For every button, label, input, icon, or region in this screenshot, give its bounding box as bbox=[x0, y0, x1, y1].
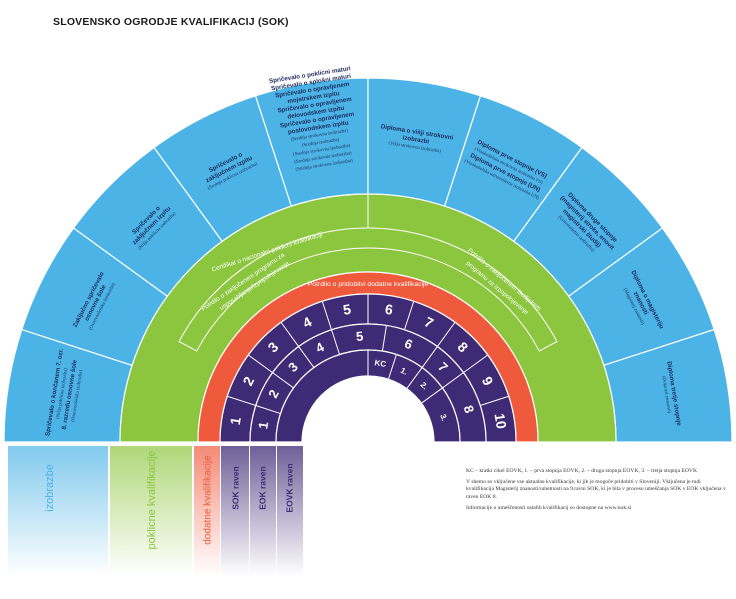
education-label-1: Spričevalo o končanem 7. ozr.(Nižja pokl… bbox=[44, 348, 84, 437]
sok-level-6: 6 bbox=[384, 301, 394, 318]
sok-divider bbox=[321, 301, 333, 330]
legend-label-dodatne: dodatne kvalifikacije bbox=[203, 455, 214, 545]
eok-divider bbox=[255, 405, 281, 415]
eovk-divider bbox=[406, 367, 423, 389]
education-subtitle: (Srednja izobrazba) bbox=[302, 138, 340, 149]
eok-divider bbox=[442, 372, 464, 389]
legend-label-poklicne: poklicne kvalifikacije bbox=[146, 450, 158, 549]
eovk-level-3: 2. bbox=[419, 380, 430, 391]
eok-divider bbox=[272, 372, 294, 389]
sok-divider bbox=[280, 321, 300, 347]
eok-level-5: 5 bbox=[355, 329, 363, 345]
legend-label-izobrazbe: izobrazbe bbox=[44, 464, 56, 512]
note-website: Informacije o umeščenosti ostalih kvalif… bbox=[466, 504, 632, 511]
eok-divider bbox=[421, 346, 438, 368]
note-eovk-legend: KC – kratki cikel EOVK, 1. – prva stopnj… bbox=[466, 468, 698, 474]
note-scope: V shemo so vključene vse aktualne kvalif… bbox=[466, 479, 726, 500]
footnotes: KC – kratki cikel EOVK, 1. – prva stopnj… bbox=[466, 468, 728, 516]
eok-divider bbox=[331, 329, 341, 355]
eovk-level-4: 3. bbox=[438, 413, 449, 422]
page-title: SLOVENSKO OGRODJE KVALIFIKACIJ (SOK) bbox=[53, 16, 289, 28]
legend-fade-sok bbox=[221, 446, 249, 576]
education-title: izobrazbi bbox=[402, 134, 430, 145]
eovk-divider bbox=[387, 354, 397, 380]
legend-fade-poklicne bbox=[110, 446, 192, 576]
eok-divider bbox=[298, 346, 315, 368]
sok-level-1: 1 bbox=[227, 416, 244, 426]
sok-level-10: 10 bbox=[492, 412, 510, 430]
eok-level-1: 1 bbox=[255, 421, 271, 430]
sok-divider bbox=[227, 395, 256, 407]
baseline-gap bbox=[0, 442, 736, 446]
sok-divider bbox=[247, 354, 273, 374]
legend-fade-izobrazbe bbox=[8, 446, 108, 576]
legend-label-sok: SOK raven bbox=[230, 466, 240, 509]
sok-divider bbox=[463, 354, 489, 374]
additional-qualification-label: Potrdilo o pridobitvi dodatne kvalifikac… bbox=[308, 281, 429, 288]
legend-label-eok: EOK raven bbox=[257, 466, 267, 509]
legend-fade-dodatne bbox=[194, 446, 220, 576]
eok-level-8: 8 bbox=[461, 403, 478, 415]
vocational-inner-band bbox=[178, 227, 558, 352]
eovk-level-1: KC bbox=[374, 358, 387, 369]
eok-divider bbox=[381, 325, 387, 352]
eovk-divider bbox=[421, 387, 443, 404]
eovk-ring bbox=[275, 349, 461, 443]
sok-divider bbox=[403, 301, 415, 330]
eovk-level-2: 1. bbox=[399, 366, 409, 377]
sok-divider bbox=[480, 395, 509, 407]
education-subtitle: (Doktorat znanosti) bbox=[660, 376, 671, 414]
legend-label-eovk: EOVK raven bbox=[284, 463, 294, 512]
sok-level-5: 5 bbox=[342, 301, 352, 318]
legend-fade-eovk bbox=[277, 446, 303, 576]
sok-divider bbox=[436, 321, 456, 347]
legend-fade-eok bbox=[250, 446, 276, 576]
